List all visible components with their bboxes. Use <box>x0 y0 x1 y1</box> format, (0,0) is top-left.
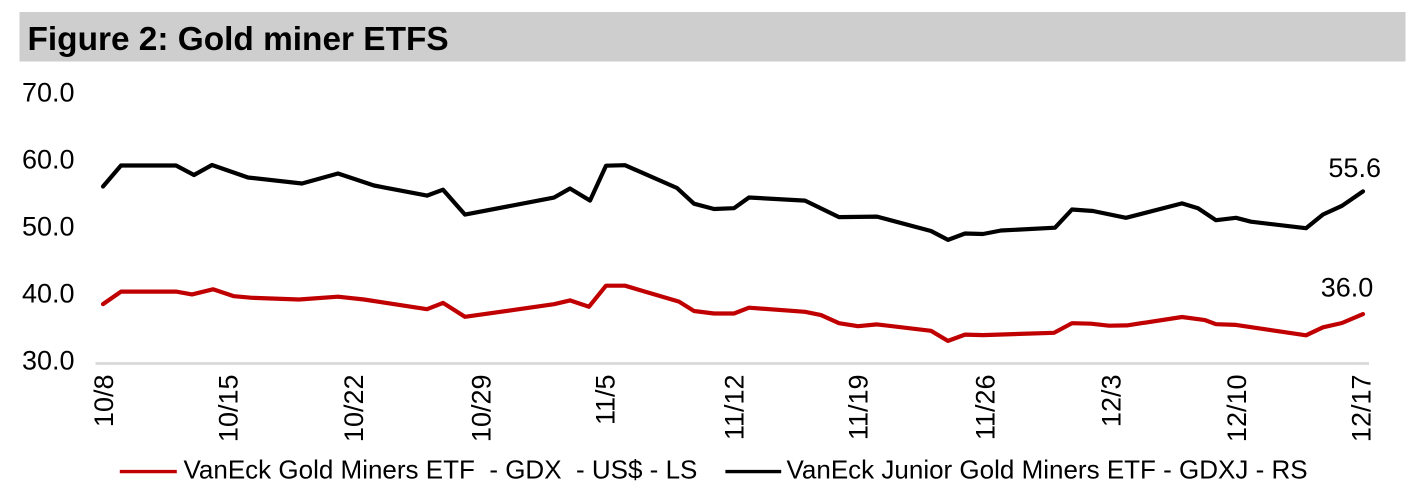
svg-text:11/12: 11/12 <box>719 375 749 441</box>
svg-text:70.0: 70.0 <box>22 78 75 108</box>
svg-text:10/8: 10/8 <box>89 375 119 428</box>
svg-text:36.0: 36.0 <box>1321 273 1374 303</box>
svg-text:55.6: 55.6 <box>1328 153 1381 183</box>
svg-text:10/15: 10/15 <box>214 375 244 443</box>
svg-text:VanEck Junior Gold Miners ETF: VanEck Junior Gold Miners ETF - GDXJ - R… <box>787 455 1308 485</box>
svg-text:10/29: 10/29 <box>466 375 496 443</box>
svg-text:10/22: 10/22 <box>339 375 369 443</box>
svg-text:60.0: 60.0 <box>22 145 75 175</box>
svg-text:11/5: 11/5 <box>590 375 620 426</box>
svg-text:11/26: 11/26 <box>970 375 1000 441</box>
svg-text:VanEck Gold Miners ETF - GDX: VanEck Gold Miners ETF - GDX - US$ - LS <box>184 455 698 485</box>
svg-text:40.0: 40.0 <box>22 279 75 309</box>
svg-text:30.0: 30.0 <box>22 346 75 376</box>
svg-text:11/19: 11/19 <box>844 375 874 441</box>
svg-text:12/17: 12/17 <box>1347 375 1377 443</box>
svg-text:50.0: 50.0 <box>22 212 75 242</box>
svg-text:12/10: 12/10 <box>1222 375 1252 443</box>
svg-text:Figure 2: Gold miner ETFS: Figure 2: Gold miner ETFS <box>28 21 449 58</box>
svg-text:12/3: 12/3 <box>1097 375 1127 428</box>
